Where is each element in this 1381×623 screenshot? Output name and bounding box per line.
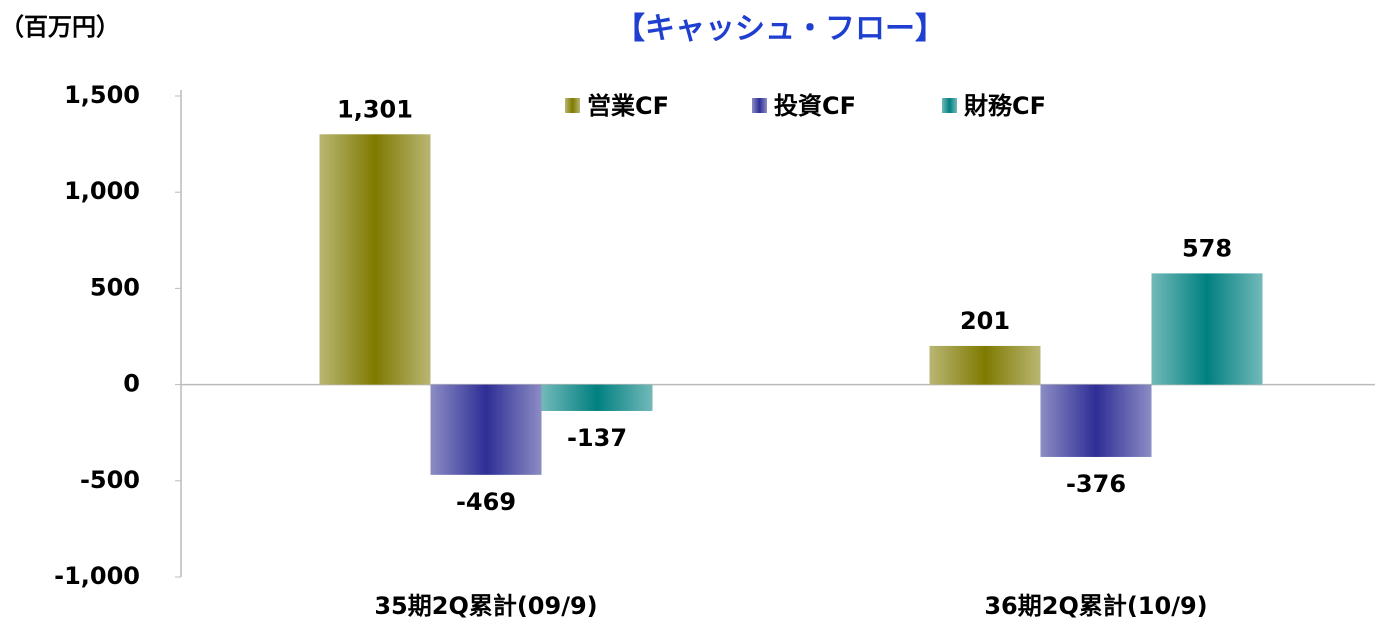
y-tick-label: -500 — [80, 466, 140, 494]
data-label: -469 — [456, 488, 516, 516]
legend-label: 財務CF — [964, 92, 1046, 120]
x-tick-label: 36期2Q累計(10/9) — [984, 592, 1207, 620]
bar — [1151, 273, 1263, 385]
y-tick-label: 1,500 — [64, 81, 140, 109]
y-axis-label: （百万円） — [0, 13, 120, 41]
bar — [1040, 384, 1152, 457]
y-tick-label: 500 — [90, 273, 140, 301]
data-label: 201 — [960, 307, 1010, 335]
data-label: -376 — [1066, 470, 1126, 498]
data-label: 1,301 — [337, 95, 413, 123]
legend-swatch — [565, 98, 580, 113]
x-tick-label: 35期2Q累計(09/9) — [374, 592, 597, 620]
bar — [319, 134, 431, 385]
data-label: 578 — [1182, 234, 1232, 262]
bar — [929, 345, 1041, 385]
y-tick-label: -1,000 — [54, 562, 140, 590]
y-tick-label: 1,000 — [64, 177, 140, 205]
data-label: -137 — [567, 424, 627, 452]
y-tick-label: 0 — [123, 370, 140, 398]
legend-label: 投資CF — [774, 92, 856, 120]
legend-swatch — [752, 98, 767, 113]
bar — [541, 384, 653, 411]
legend-label: 営業CF — [587, 92, 669, 120]
legend-swatch — [942, 98, 957, 113]
bar — [430, 384, 542, 475]
chart-title: 【キャッシュ・フロー】 — [615, 12, 945, 47]
